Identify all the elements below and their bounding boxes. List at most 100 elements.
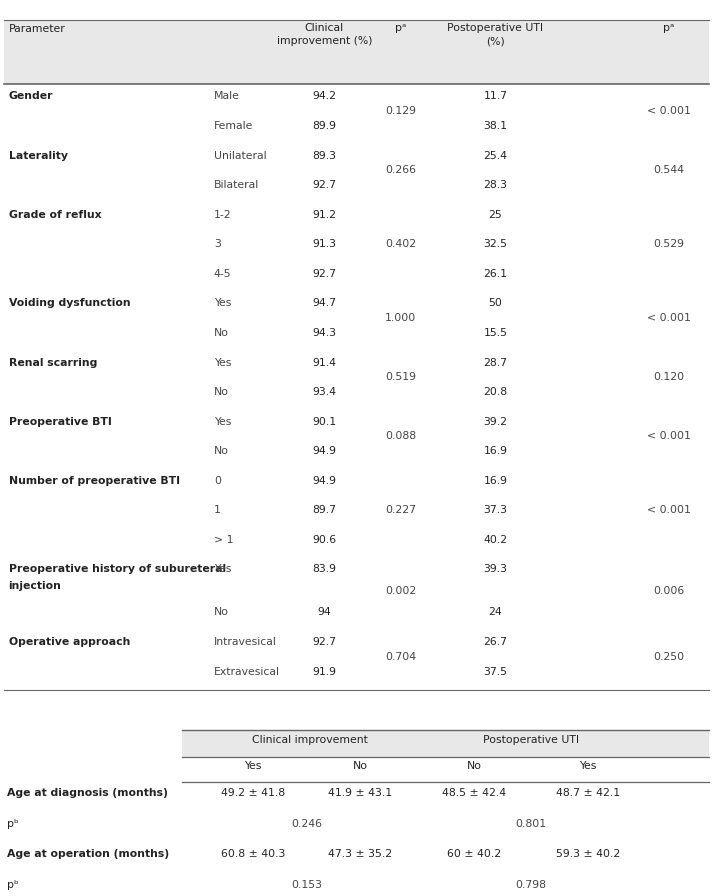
- Text: 0.529: 0.529: [653, 239, 684, 249]
- Text: < 0.001: < 0.001: [647, 314, 691, 323]
- Text: 0.250: 0.250: [653, 652, 684, 662]
- Text: pᵃ: pᵃ: [395, 23, 406, 33]
- Text: 0.544: 0.544: [653, 166, 684, 176]
- Text: 26.1: 26.1: [483, 269, 508, 279]
- Text: Grade of reflux: Grade of reflux: [9, 210, 101, 220]
- Text: Yes: Yes: [214, 298, 231, 308]
- Text: 25: 25: [488, 210, 503, 220]
- Text: 37.3: 37.3: [483, 505, 508, 515]
- Text: 93.4: 93.4: [312, 387, 337, 397]
- Text: 1-2: 1-2: [214, 210, 232, 220]
- Text: Yes: Yes: [580, 761, 597, 771]
- Text: 1.000: 1.000: [385, 314, 416, 323]
- Text: Age at operation (months): Age at operation (months): [7, 849, 169, 859]
- Text: Clinical
improvement (%): Clinical improvement (%): [277, 23, 372, 47]
- Text: No: No: [466, 761, 482, 771]
- Text: 92.7: 92.7: [312, 637, 337, 647]
- Bar: [182, 730, 709, 757]
- Text: No: No: [214, 387, 229, 397]
- Text: 0.266: 0.266: [385, 166, 416, 176]
- Text: 25.4: 25.4: [483, 151, 508, 160]
- Text: 89.7: 89.7: [312, 505, 337, 515]
- Text: 0.801: 0.801: [515, 819, 547, 829]
- Text: 94.9: 94.9: [312, 476, 337, 486]
- Text: Voiding dysfunction: Voiding dysfunction: [9, 298, 130, 308]
- Text: pᵇ: pᵇ: [7, 880, 19, 890]
- Text: 0.088: 0.088: [385, 432, 416, 442]
- Text: 90.1: 90.1: [312, 417, 337, 426]
- Text: < 0.001: < 0.001: [647, 505, 691, 515]
- Text: 24: 24: [488, 607, 503, 617]
- Text: 28.7: 28.7: [483, 358, 508, 367]
- Text: 90.6: 90.6: [312, 535, 337, 545]
- Text: 60.8 ± 40.3: 60.8 ± 40.3: [221, 849, 285, 859]
- Text: 20.8: 20.8: [483, 387, 508, 397]
- Text: 92.7: 92.7: [312, 180, 337, 190]
- Text: Male: Male: [214, 91, 240, 101]
- Text: Renal scarring: Renal scarring: [9, 358, 97, 367]
- Text: 94.9: 94.9: [312, 446, 337, 456]
- Text: Parameter: Parameter: [9, 24, 66, 34]
- Text: 91.2: 91.2: [312, 210, 337, 220]
- Text: 40.2: 40.2: [483, 535, 508, 545]
- Text: 37.5: 37.5: [483, 667, 508, 676]
- Text: 32.5: 32.5: [483, 239, 508, 249]
- Text: 26.7: 26.7: [483, 637, 508, 647]
- Text: 0.153: 0.153: [291, 880, 322, 890]
- Text: 0.519: 0.519: [385, 373, 416, 383]
- Text: Clinical improvement: Clinical improvement: [252, 735, 368, 745]
- Text: 0.120: 0.120: [653, 373, 684, 383]
- Text: Preoperative BTI: Preoperative BTI: [9, 417, 111, 426]
- Text: 47.3 ± 35.2: 47.3 ± 35.2: [328, 849, 392, 859]
- Text: Yes: Yes: [214, 358, 231, 367]
- Text: > 1: > 1: [214, 535, 233, 545]
- Bar: [4, 20, 709, 84]
- Text: 92.7: 92.7: [312, 269, 337, 279]
- Text: 48.7 ± 42.1: 48.7 ± 42.1: [556, 788, 620, 798]
- Text: 91.9: 91.9: [312, 667, 337, 676]
- Text: Preoperative history of subureteral: Preoperative history of subureteral: [9, 564, 226, 574]
- Text: 16.9: 16.9: [483, 446, 508, 456]
- Text: 0.129: 0.129: [385, 106, 416, 116]
- Text: 39.3: 39.3: [483, 564, 508, 574]
- Text: No: No: [214, 446, 229, 456]
- Text: 11.7: 11.7: [483, 91, 508, 101]
- Text: Extravesical: Extravesical: [214, 667, 280, 676]
- Text: 0.704: 0.704: [385, 652, 416, 662]
- Text: Intravesical: Intravesical: [214, 637, 277, 647]
- Text: 50: 50: [488, 298, 503, 308]
- Text: 0.798: 0.798: [515, 880, 547, 890]
- Text: 89.3: 89.3: [312, 151, 337, 160]
- Text: Laterality: Laterality: [9, 151, 68, 160]
- Text: Yes: Yes: [214, 417, 231, 426]
- Text: pᵃ: pᵃ: [663, 23, 674, 33]
- Text: 41.9 ± 43.1: 41.9 ± 43.1: [328, 788, 392, 798]
- Text: < 0.001: < 0.001: [647, 106, 691, 116]
- Text: 0: 0: [214, 476, 221, 486]
- Text: 0.006: 0.006: [653, 586, 684, 596]
- Text: 59.3 ± 40.2: 59.3 ± 40.2: [556, 849, 620, 859]
- Text: Number of preoperative BTI: Number of preoperative BTI: [9, 476, 180, 486]
- Text: No: No: [214, 328, 229, 338]
- Text: Female: Female: [214, 121, 253, 131]
- Text: 39.2: 39.2: [483, 417, 508, 426]
- Text: Postoperative UTI
(%): Postoperative UTI (%): [448, 23, 543, 47]
- Text: pᵇ: pᵇ: [7, 819, 19, 829]
- Text: 3: 3: [214, 239, 221, 249]
- Text: Bilateral: Bilateral: [214, 180, 259, 190]
- Text: 4-5: 4-5: [214, 269, 232, 279]
- Text: 94.3: 94.3: [312, 328, 337, 338]
- Text: 94.2: 94.2: [312, 91, 337, 101]
- Text: Postoperative UTI: Postoperative UTI: [483, 735, 579, 745]
- Text: 48.5 ± 42.4: 48.5 ± 42.4: [442, 788, 506, 798]
- Text: Yes: Yes: [245, 761, 262, 771]
- Text: 16.9: 16.9: [483, 476, 508, 486]
- Text: Operative approach: Operative approach: [9, 637, 130, 647]
- Text: 1: 1: [214, 505, 221, 515]
- Text: injection: injection: [9, 581, 61, 590]
- Text: No: No: [214, 607, 229, 617]
- Text: Yes: Yes: [214, 564, 231, 574]
- Text: Age at diagnosis (months): Age at diagnosis (months): [7, 788, 168, 798]
- Text: 0.402: 0.402: [385, 239, 416, 249]
- Text: 28.3: 28.3: [483, 180, 508, 190]
